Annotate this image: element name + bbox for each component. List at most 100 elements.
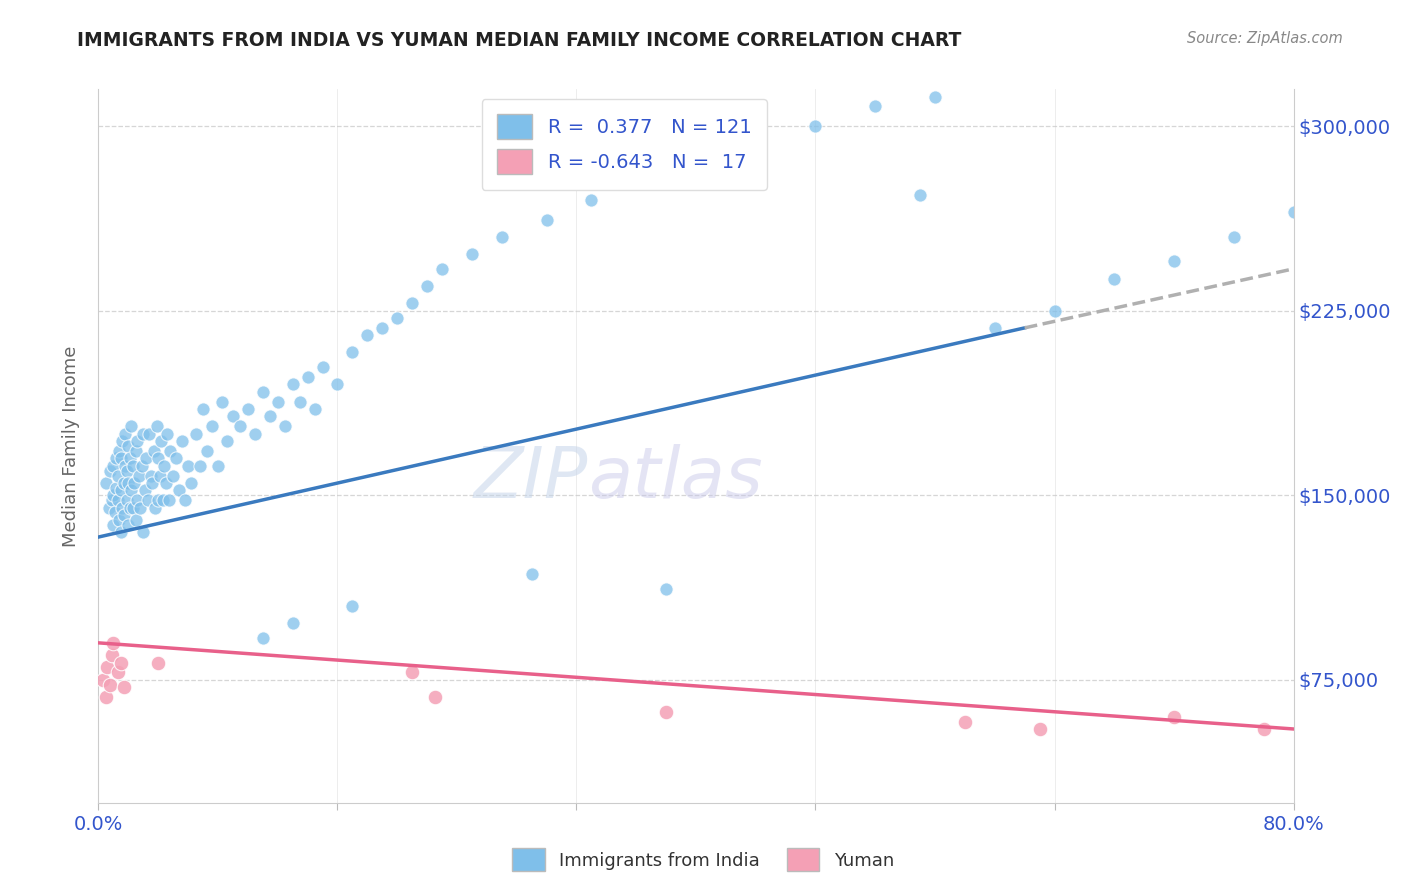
Point	[1223, 230, 1246, 244]
Point	[197, 444, 219, 458]
Point	[149, 468, 172, 483]
Point	[491, 230, 513, 244]
Point	[252, 631, 274, 645]
Text: ZIP: ZIP	[474, 443, 589, 513]
Point	[110, 483, 132, 498]
Point	[115, 493, 138, 508]
Point	[148, 451, 170, 466]
Text: Source: ZipAtlas.com: Source: ZipAtlas.com	[1187, 31, 1343, 46]
Point	[1163, 709, 1185, 723]
Point	[103, 517, 125, 532]
Point	[136, 493, 159, 508]
Point	[125, 513, 148, 527]
Point	[685, 148, 707, 162]
Point	[96, 660, 118, 674]
Point	[91, 673, 114, 687]
Point	[430, 261, 453, 276]
Point	[148, 493, 170, 508]
Point	[908, 188, 931, 202]
Point	[141, 475, 163, 490]
Point	[1253, 722, 1275, 736]
Point	[117, 517, 139, 532]
Point	[98, 464, 122, 478]
Point	[342, 599, 364, 613]
Point	[385, 311, 409, 326]
Point	[101, 493, 124, 508]
Point	[120, 483, 142, 498]
Point	[1163, 254, 1185, 268]
Point	[108, 513, 131, 527]
Point	[184, 426, 207, 441]
Point	[114, 458, 136, 473]
Point	[128, 468, 150, 483]
Point	[103, 458, 125, 473]
Point	[288, 394, 311, 409]
Point	[120, 419, 142, 434]
Point	[108, 444, 131, 458]
Point	[104, 505, 127, 519]
Point	[94, 475, 117, 490]
Point	[655, 582, 678, 596]
Point	[111, 500, 134, 515]
Point	[114, 426, 136, 441]
Point	[115, 464, 138, 478]
Point	[180, 475, 202, 490]
Point	[274, 419, 297, 434]
Point	[105, 451, 128, 466]
Point	[118, 500, 141, 515]
Point	[103, 488, 125, 502]
Point	[311, 360, 333, 375]
Point	[201, 419, 224, 434]
Point	[157, 493, 180, 508]
Point	[520, 566, 543, 581]
Point	[281, 616, 304, 631]
Point	[124, 475, 146, 490]
Point	[1282, 205, 1305, 219]
Point	[297, 370, 319, 384]
Point	[125, 444, 148, 458]
Point	[139, 468, 162, 483]
Point	[132, 525, 155, 540]
Point	[211, 394, 233, 409]
Text: atlas: atlas	[589, 443, 763, 513]
Point	[172, 434, 194, 448]
Point	[281, 377, 304, 392]
Point	[953, 714, 976, 729]
Point	[804, 119, 827, 133]
Point	[229, 419, 252, 434]
Point	[167, 483, 190, 498]
Point	[401, 296, 423, 310]
Point	[356, 328, 378, 343]
Point	[162, 468, 184, 483]
Point	[110, 656, 132, 670]
Point	[129, 500, 152, 515]
Point	[112, 475, 135, 490]
Point	[111, 434, 134, 448]
Point	[1028, 722, 1050, 736]
Point	[1104, 271, 1126, 285]
Point	[94, 690, 117, 704]
Point	[132, 426, 155, 441]
Point	[148, 656, 170, 670]
Point	[121, 458, 143, 473]
Point	[924, 89, 946, 103]
Point	[461, 247, 484, 261]
Point	[342, 345, 364, 359]
Point	[236, 402, 259, 417]
Point	[215, 434, 238, 448]
Point	[112, 508, 135, 522]
Point	[626, 173, 648, 187]
Point	[127, 434, 149, 448]
Point	[155, 475, 177, 490]
Point	[118, 451, 141, 466]
Point	[174, 493, 197, 508]
Point	[423, 690, 446, 704]
Point	[152, 493, 174, 508]
Point	[107, 665, 129, 680]
Point	[101, 648, 124, 662]
Point	[177, 458, 200, 473]
Point	[103, 636, 125, 650]
Point	[112, 680, 135, 694]
Point	[159, 444, 181, 458]
Point	[581, 193, 603, 207]
